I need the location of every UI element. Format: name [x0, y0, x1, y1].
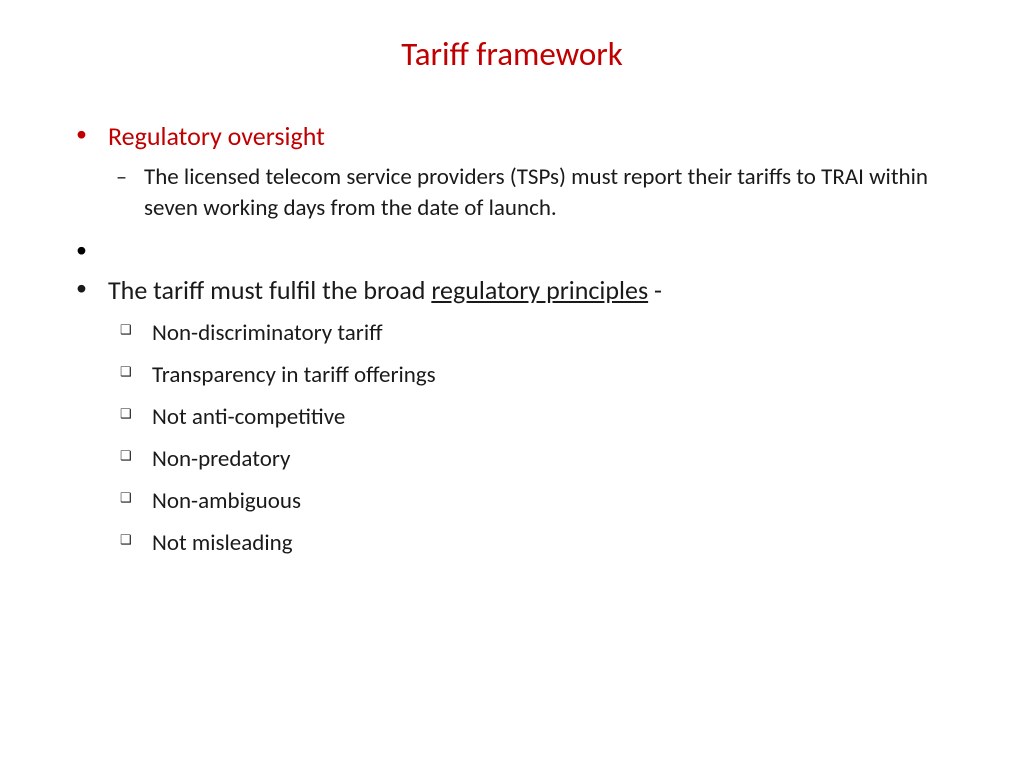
bullet-list-lvl1: Regulatory oversight The licensed teleco…: [70, 120, 964, 559]
bullet-item-principles: The tariff must fulfil the broad regulat…: [70, 274, 964, 559]
slide-container: Tariff framework Regulatory oversight Th…: [0, 0, 1024, 768]
slide-title: Tariff framework: [60, 34, 964, 74]
slide-content: Regulatory oversight The licensed teleco…: [60, 120, 964, 559]
intro-after: -: [648, 274, 662, 306]
principles-intro: The tariff must fulfil the broad regulat…: [108, 274, 662, 306]
principle-item: Transparency in tariff offerings: [108, 360, 964, 391]
spacer: [70, 236, 964, 264]
sub-bullet-text: The licensed telecom service providers (…: [144, 163, 928, 222]
principle-item: Not misleading: [108, 528, 964, 559]
principle-item: Non-discriminatory tariff: [108, 318, 964, 349]
principle-item: Non-predatory: [108, 444, 964, 475]
bullet-item-regulatory: Regulatory oversight The licensed teleco…: [70, 120, 964, 224]
principles-list: Non-discriminatory tariff Transparency i…: [108, 318, 964, 559]
intro-before: The tariff must fulfil the broad: [108, 274, 431, 306]
intro-underlined: regulatory principles: [431, 274, 648, 306]
sub-bullet-tsp: The licensed telecom service providers (…: [108, 162, 964, 224]
bullet-list-lvl2: The licensed telecom service providers (…: [108, 162, 964, 224]
bullet-heading: Regulatory oversight: [108, 120, 325, 152]
principle-item: Not anti-competitive: [108, 402, 964, 433]
principle-item: Non-ambiguous: [108, 486, 964, 517]
